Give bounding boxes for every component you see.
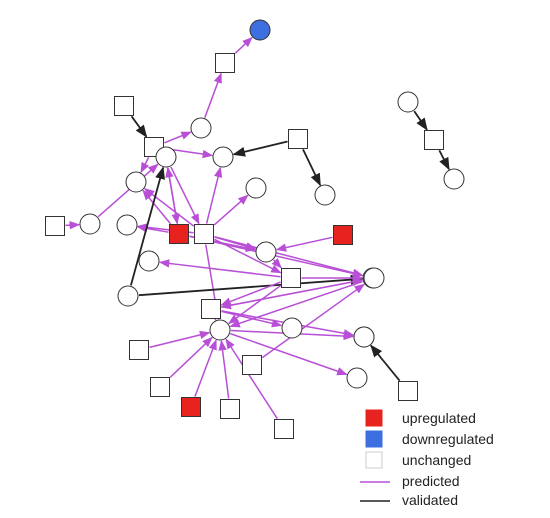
legend-validated-label: validated	[402, 492, 458, 508]
predicted-edge	[271, 258, 282, 269]
unchanged-circle-node	[155, 146, 177, 168]
node-layer	[45, 19, 465, 439]
validated-edge	[302, 149, 322, 187]
unchanged-square-node	[274, 419, 294, 439]
unchanged-circle-node	[281, 317, 303, 339]
unchanged-square-node	[398, 381, 418, 401]
predicted-edge	[228, 284, 282, 325]
unchanged-square-node	[194, 224, 214, 244]
predicted-edge	[221, 310, 283, 328]
predicted-edge	[149, 330, 211, 349]
legend-unchanged-swatch	[365, 451, 383, 469]
unchanged-circle-node	[190, 117, 212, 139]
unchanged-circle-node	[255, 241, 277, 263]
legend-upregulated-swatch	[365, 409, 383, 427]
unchanged-circle-node	[397, 91, 419, 113]
validated-edge	[438, 149, 450, 171]
unchanged-square-node	[129, 340, 149, 360]
unchanged-square-node	[242, 355, 262, 375]
upregulated-square-node	[181, 397, 201, 417]
predicted-edge	[230, 332, 348, 376]
upregulated-square-node	[169, 224, 189, 244]
predicted-edge	[170, 166, 200, 225]
upregulated-square-node	[333, 225, 353, 245]
unchanged-square-node	[114, 96, 134, 116]
legend-downregulated-swatch	[365, 430, 383, 448]
validated-edge	[138, 274, 364, 297]
unchanged-square-node	[288, 129, 308, 149]
predicted-edge	[261, 283, 365, 359]
unchanged-square-node	[281, 268, 301, 288]
unchanged-circle-node	[138, 250, 160, 272]
unchanged-square-node	[220, 399, 240, 419]
predicted-edge	[97, 163, 159, 218]
predicted-edge	[143, 188, 195, 227]
predicted-edge	[205, 166, 223, 224]
unchanged-circle-node	[346, 367, 368, 389]
predicted-edge	[164, 131, 192, 144]
predicted-edge	[158, 259, 281, 278]
validated-edge	[130, 166, 165, 286]
predicted-edge	[194, 339, 217, 397]
predicted-edge	[189, 235, 364, 278]
unchanged-circle-node	[209, 319, 231, 341]
unchanged-circle-node	[116, 214, 138, 236]
unchanged-circle-node	[125, 171, 147, 193]
validated-edge	[130, 115, 148, 138]
predicted-edge	[136, 224, 169, 233]
validated-edge	[370, 344, 401, 382]
predicted-edge	[142, 189, 172, 225]
unchanged-circle-node	[353, 326, 375, 348]
predicted-edge	[218, 339, 230, 399]
predicted-edge	[213, 194, 249, 226]
predicted-edge	[225, 338, 278, 420]
legend: upregulated downregulated unchanged pred…	[360, 409, 494, 508]
unchanged-square-node	[424, 130, 444, 150]
downregulated-circle-node	[249, 19, 271, 41]
legend-unchanged-label: unchanged	[402, 452, 471, 468]
predicted-edge	[169, 336, 213, 378]
edge-layer	[65, 36, 450, 420]
unchanged-circle-node	[245, 177, 267, 199]
unchanged-circle-node	[314, 184, 336, 206]
legend-downregulated-label: downregulated	[402, 431, 494, 447]
predicted-edge	[204, 72, 222, 118]
legend-predicted-label: predicted	[402, 473, 460, 489]
unchanged-circle-node	[363, 267, 385, 289]
unchanged-circle-node	[117, 285, 139, 307]
predicted-edge	[214, 235, 364, 277]
validated-edge	[232, 140, 288, 157]
unchanged-square-node	[45, 216, 65, 236]
predicted-edge	[140, 157, 150, 174]
unchanged-circle-node	[443, 168, 465, 190]
predicted-edge	[65, 220, 81, 230]
unchanged-circle-node	[212, 146, 234, 168]
predicted-edge	[275, 236, 333, 252]
predicted-edge	[234, 36, 253, 54]
predicted-edge	[167, 167, 180, 225]
predicted-edge	[229, 280, 363, 328]
validated-edge	[413, 110, 428, 131]
legend-upregulated-label: upregulated	[402, 410, 476, 426]
unchanged-square-node	[201, 299, 221, 319]
unchanged-square-node	[215, 53, 235, 73]
predicted-edge	[220, 279, 363, 310]
unchanged-circle-node	[79, 213, 101, 235]
unchanged-square-node	[150, 377, 170, 397]
